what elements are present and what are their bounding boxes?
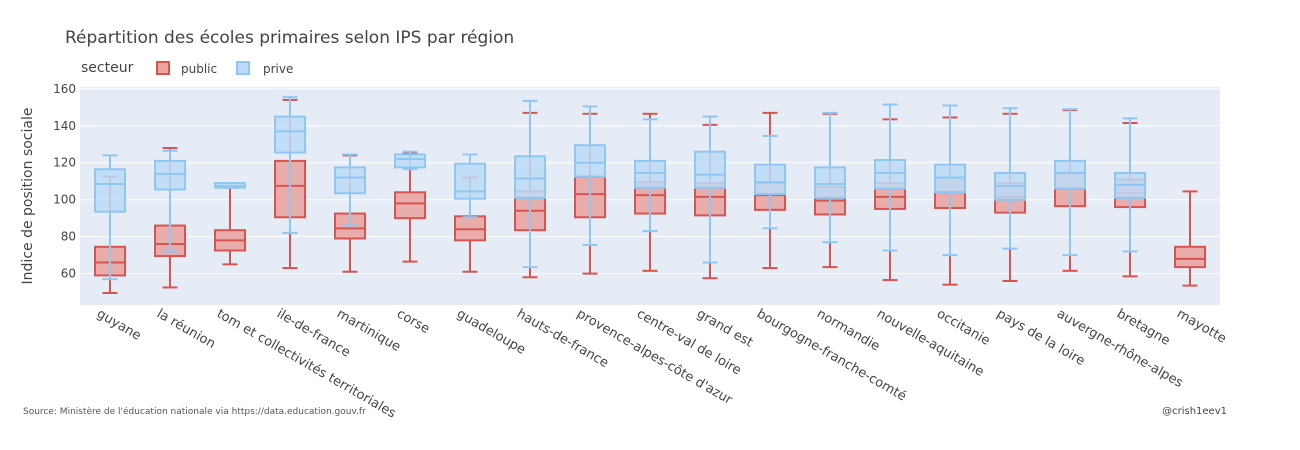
box-iqr <box>394 153 426 169</box>
box-public-5[interactable] <box>394 152 426 263</box>
box-prive-2[interactable] <box>214 182 246 189</box>
y-tick-label: 120 <box>53 156 76 170</box>
box-iqr <box>394 191 426 220</box>
x-tick-label: la réunion <box>154 306 218 352</box>
box-iqr <box>154 159 186 191</box>
box-prive-7[interactable] <box>514 99 546 269</box>
box-prive-8[interactable] <box>574 105 606 246</box>
x-tick-label: mayotte <box>1174 306 1229 346</box>
box-prive-9[interactable] <box>634 118 666 233</box>
box-prive-6[interactable] <box>454 153 486 219</box>
legend-item-public[interactable]: public <box>156 61 217 76</box>
y-tick-label: 100 <box>53 193 76 207</box>
y-tick-label: 160 <box>53 82 76 96</box>
box-prive-1[interactable] <box>154 149 186 253</box>
box-prive-17[interactable] <box>1114 117 1146 253</box>
legend-label-public: public <box>181 62 217 76</box>
y-tick-label: 80 <box>61 230 76 244</box>
box-prive-14[interactable] <box>934 104 966 257</box>
legend-item-prive[interactable]: prive <box>236 61 293 76</box>
box-prive-10[interactable] <box>694 115 726 264</box>
box-iqr <box>274 115 306 154</box>
y-tick-label: 60 <box>61 267 76 281</box>
x-tick-label: corse <box>394 306 432 337</box>
y-tick-label: 140 <box>53 119 76 133</box>
box-iqr <box>514 155 546 199</box>
box-public-18[interactable] <box>1174 190 1206 287</box>
box-prive-5[interactable] <box>394 150 426 171</box>
box-prive-11[interactable] <box>754 134 786 230</box>
legend-swatch-public <box>156 61 170 75</box>
box-prive-13[interactable] <box>874 103 906 252</box>
y-axis-ticks: 60 80 100 120 140 160 <box>53 82 76 281</box>
legend-label-prive: prive <box>263 62 293 76</box>
box-prive-4[interactable] <box>334 153 366 227</box>
box-prive-15[interactable] <box>994 107 1026 250</box>
box-iqr <box>94 168 126 213</box>
legend-swatch-prive <box>236 61 250 75</box>
box-iqr <box>334 166 366 195</box>
box-prive-3[interactable] <box>274 96 306 234</box>
box-iqr <box>754 163 786 196</box>
x-tick-label: nouvelle-aquitaine <box>874 306 986 380</box>
box-prive-0[interactable] <box>94 154 126 281</box>
x-tick-label: guyane <box>94 306 143 343</box>
box-prive-16[interactable] <box>1054 108 1086 257</box>
boxes-layer <box>94 96 1206 294</box>
box-iqr <box>454 162 486 200</box>
box-iqr <box>574 144 606 178</box>
box-iqr <box>1054 159 1086 190</box>
source-note: Source: Ministère de l'éducation nationa… <box>23 406 366 417</box>
box-iqr <box>1174 245 1206 269</box>
box-iqr <box>814 166 846 199</box>
chart-title: Répartition des écoles primaires selon I… <box>65 28 514 48</box>
box-iqr <box>694 150 726 189</box>
box-iqr <box>874 158 906 190</box>
box-prive-12[interactable] <box>814 111 846 244</box>
legend-title: secteur <box>81 60 134 76</box>
box-iqr <box>634 159 666 189</box>
credit-label: @crish1eev1 <box>1162 406 1227 417</box>
y-axis-label: Indice de position sociale <box>20 108 36 285</box>
